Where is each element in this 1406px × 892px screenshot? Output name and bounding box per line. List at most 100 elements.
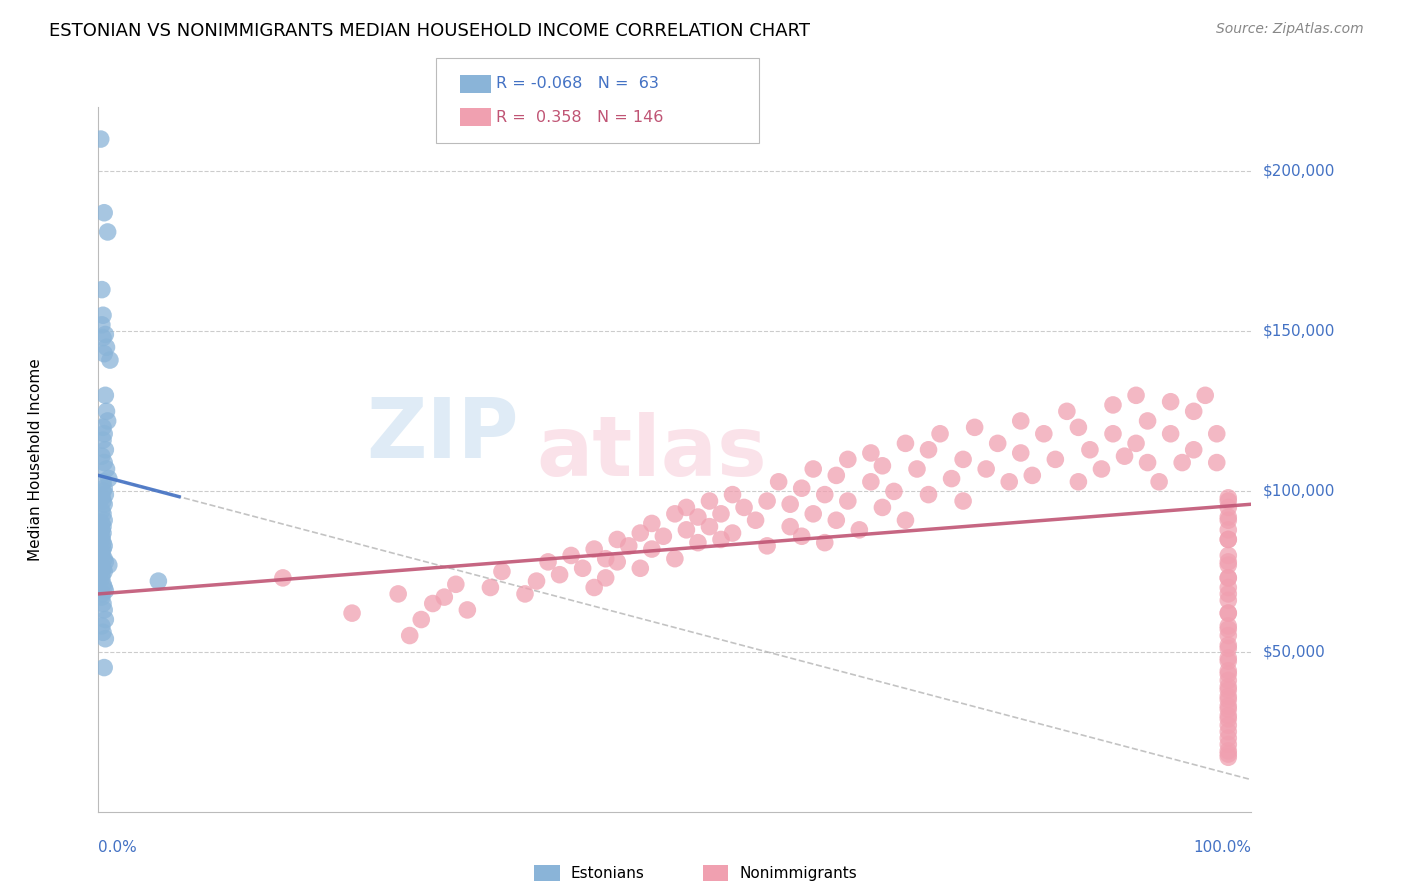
Point	[1218, 513, 1240, 527]
Text: $100,000: $100,000	[1263, 484, 1336, 499]
Point	[91, 561, 114, 575]
Point	[560, 549, 582, 563]
Point	[97, 414, 120, 428]
Point	[91, 542, 114, 557]
Point	[90, 318, 112, 332]
Point	[1125, 388, 1147, 402]
Point	[595, 551, 617, 566]
Point	[963, 420, 986, 434]
Point	[1218, 702, 1240, 716]
Point	[859, 446, 882, 460]
Point	[91, 308, 114, 322]
Point	[686, 510, 709, 524]
Point	[872, 500, 894, 515]
Point	[571, 561, 593, 575]
Point	[91, 331, 114, 345]
Text: Estonians: Estonians	[571, 866, 645, 880]
Point	[1218, 699, 1240, 714]
Point	[90, 549, 112, 563]
Text: $200,000: $200,000	[1263, 163, 1336, 178]
Point	[1205, 426, 1227, 441]
Point	[93, 481, 115, 495]
Point	[422, 597, 444, 611]
Point	[1114, 449, 1136, 463]
Point	[1045, 452, 1067, 467]
Point	[1067, 475, 1090, 489]
Point	[837, 494, 859, 508]
Point	[548, 567, 571, 582]
Point	[1218, 587, 1240, 601]
Point	[94, 388, 117, 402]
Point	[1218, 549, 1240, 563]
Point	[686, 535, 709, 549]
Point	[90, 503, 112, 517]
Point	[710, 507, 733, 521]
Point	[93, 497, 115, 511]
Point	[94, 555, 117, 569]
Point	[790, 529, 813, 543]
Point	[340, 606, 363, 620]
Point	[94, 442, 117, 457]
Point	[1218, 744, 1240, 758]
Point	[1102, 398, 1125, 412]
Point	[606, 555, 628, 569]
Point	[1218, 690, 1240, 704]
Point	[97, 472, 120, 486]
Point	[1067, 420, 1090, 434]
Point	[1218, 606, 1240, 620]
Point	[91, 494, 114, 508]
Point	[905, 462, 928, 476]
Point	[1171, 456, 1194, 470]
Point	[825, 513, 848, 527]
Point	[93, 539, 115, 553]
Point	[93, 603, 115, 617]
Point	[91, 526, 114, 541]
Text: $150,000: $150,000	[1263, 324, 1336, 339]
Point	[1218, 683, 1240, 698]
Point	[1218, 593, 1240, 607]
Point	[1218, 654, 1240, 668]
Point	[1136, 414, 1159, 428]
Point	[641, 542, 664, 557]
Point	[1182, 404, 1205, 418]
Point	[606, 533, 628, 547]
Point	[1136, 456, 1159, 470]
Point	[1194, 388, 1216, 402]
Point	[652, 529, 675, 543]
Point	[848, 523, 870, 537]
Point	[98, 353, 121, 368]
Point	[1218, 738, 1240, 752]
Point	[1021, 468, 1043, 483]
Point	[894, 513, 917, 527]
Point	[814, 535, 837, 549]
Point	[94, 327, 117, 342]
Point	[90, 619, 112, 633]
Point	[1182, 442, 1205, 457]
Point	[94, 632, 117, 646]
Point	[883, 484, 905, 499]
Point	[768, 475, 790, 489]
Point	[721, 526, 744, 541]
Point	[1218, 718, 1240, 732]
Point	[90, 449, 112, 463]
Point	[617, 539, 640, 553]
Point	[1218, 523, 1240, 537]
Point	[433, 590, 456, 604]
Point	[814, 487, 837, 501]
Point	[94, 583, 117, 598]
Point	[699, 519, 721, 533]
Point	[1147, 475, 1170, 489]
Point	[1218, 558, 1240, 573]
Point	[1218, 692, 1240, 706]
Point	[1160, 394, 1182, 409]
Point	[1218, 571, 1240, 585]
Point	[148, 574, 170, 588]
Point	[710, 533, 733, 547]
Point	[917, 487, 939, 501]
Point	[1218, 731, 1240, 745]
Point	[756, 539, 779, 553]
Point	[664, 551, 686, 566]
Text: Source: ZipAtlas.com: Source: ZipAtlas.com	[1216, 22, 1364, 37]
Point	[1218, 510, 1240, 524]
Point	[1205, 456, 1227, 470]
